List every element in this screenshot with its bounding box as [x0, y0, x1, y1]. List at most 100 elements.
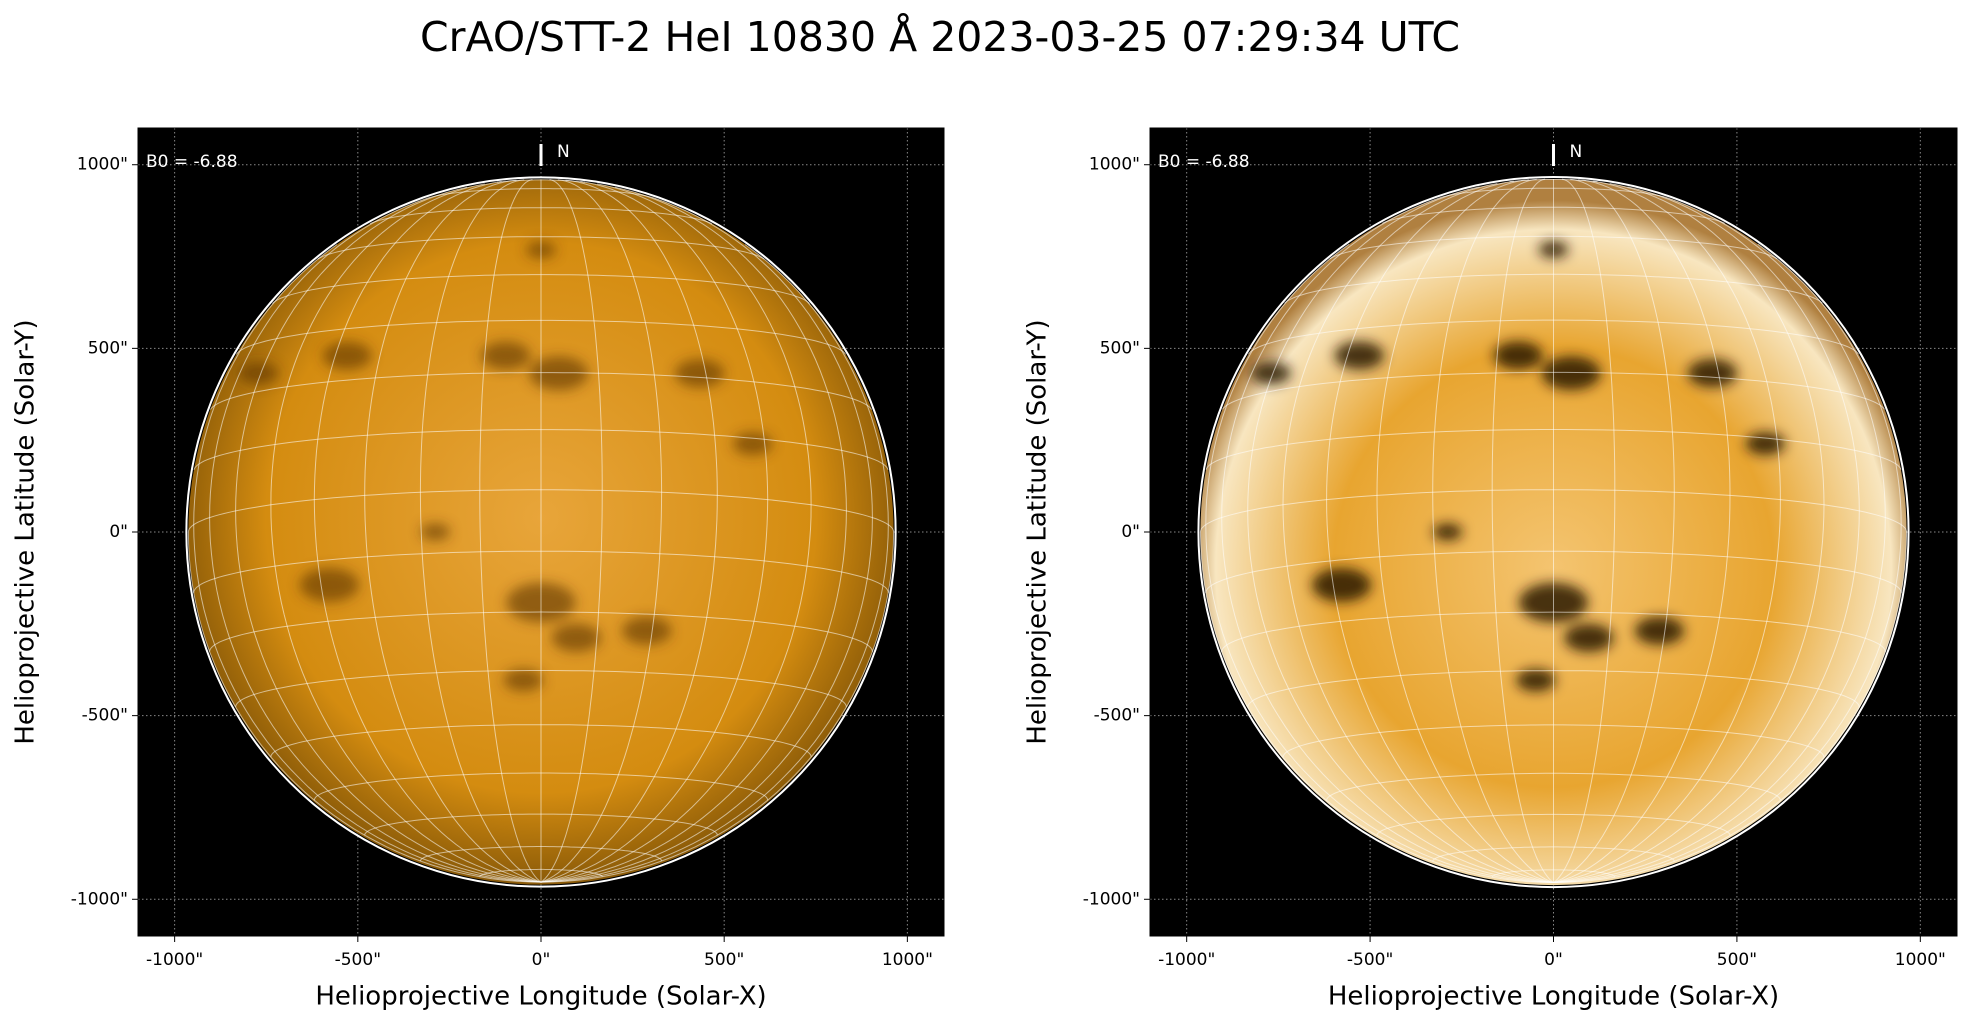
heliographic-grid: [1553, 178, 1675, 883]
b0-label: B0 = -6.88: [1158, 152, 1250, 172]
x-tick-label: -1000": [1158, 950, 1215, 970]
heliographic-grid: [1553, 180, 1781, 883]
heliographic-grid: [427, 188, 655, 199]
heliographic-grid: [1553, 186, 1860, 883]
dark-feature: [529, 356, 589, 391]
heliographic-grid: [1553, 178, 1616, 883]
dark-feature: [551, 623, 601, 652]
y-tick-label: 500": [1100, 338, 1140, 358]
heliographic-grid: [193, 429, 889, 471]
heliographic-grid: [364, 813, 718, 836]
limb: [185, 176, 897, 888]
heliographic-grid: [419, 179, 542, 883]
y-axis-label: Helioprojective Latitude (Solar-Y): [11, 319, 41, 744]
heliographic-grid: [1439, 187, 1668, 199]
heliographic-grid: [235, 670, 847, 708]
dark-feature: [1432, 523, 1463, 541]
heliographic-grid: [364, 179, 542, 883]
dark-feature: [1687, 358, 1738, 388]
y-tick-label: 1000": [1089, 155, 1140, 175]
heliographic-grid: [209, 611, 873, 652]
x-tick-label: -500": [1347, 950, 1393, 970]
y-tick-label: -500": [1094, 706, 1140, 726]
y-tick-label: 0": [1121, 522, 1140, 542]
features: [239, 241, 773, 692]
heliographic-grid: [1491, 869, 1616, 878]
heliographic-grid: [1248, 319, 1859, 355]
heliographic-grid: [1247, 186, 1554, 883]
dark-feature: [674, 359, 725, 388]
x-tick-label: -500": [335, 950, 381, 970]
y-tick-label: 1000": [77, 155, 128, 175]
x-axis-label: Helioprojective Longitude (Solar-X): [315, 982, 766, 1012]
panel: N B0 = -6.88 -1000" -500" 0" 500" 1000" -1000" -…: [1023, 127, 1958, 1012]
heliographic-grid: [540, 531, 895, 883]
heliographic-grid: [540, 181, 769, 883]
panel: N B0 = -6.88 -1000" -500" 0" 500" 1000" -1000" -…: [11, 127, 945, 1012]
dark-feature: [322, 341, 372, 370]
north-label: N: [557, 142, 570, 162]
heliographic-grid: [1432, 846, 1675, 862]
heliographic-grid: [1205, 550, 1902, 593]
x-tick-label: 500": [704, 950, 744, 970]
heliographic-grid: [1326, 180, 1554, 883]
heliographic-grid: [540, 179, 663, 883]
x-tick-label: 1000": [1895, 950, 1946, 970]
heliographic-grid: [313, 181, 542, 883]
y-axis-label: Helioprojective Latitude (Solar-Y): [1023, 319, 1053, 744]
x-tick-label: 500": [1717, 950, 1757, 970]
heliographic-grid: [317, 236, 765, 260]
dark-feature: [481, 341, 531, 370]
dark-feature: [1541, 356, 1601, 391]
dark-feature: [503, 668, 544, 692]
dark-feature: [299, 567, 360, 602]
limb: [1197, 175, 1910, 889]
heliographic-grid: [1491, 178, 1554, 883]
x-tick-label: -1000": [146, 950, 203, 970]
heliographic-grid: [419, 846, 663, 862]
heliographic-grid: [1432, 178, 1554, 883]
heliographic-grid: [540, 179, 718, 883]
heliographic-grid: [187, 531, 542, 883]
heliographic-grid: [1553, 179, 1731, 883]
heliographic-grid: [1376, 813, 1731, 836]
heliographic-grid: [313, 772, 769, 801]
figure-title: CrAO/STT-2 HeI 10830 Å 2023-03-25 07:29:…: [420, 13, 1460, 61]
heliographic-grid: [1199, 489, 1908, 533]
heliographic-grid: [540, 186, 847, 883]
x-tick-label: 0": [532, 950, 551, 970]
heliographic-grid: [1284, 273, 1823, 304]
heliographic-grid: [193, 550, 889, 593]
dark-feature: [1493, 341, 1543, 370]
heliographic-grid: [1381, 206, 1726, 224]
dark-feature: [1334, 341, 1385, 370]
heliographic-grid: [1282, 724, 1825, 758]
heliographic-grid: [235, 319, 847, 355]
heliographic-grid: [369, 207, 713, 225]
y-tick-label: 0": [109, 522, 128, 542]
heliographic-grid: [210, 372, 872, 410]
y-tick-label: 500": [88, 338, 128, 358]
b0-label: B0 = -6.88: [146, 152, 238, 172]
dark-feature: [1312, 568, 1372, 602]
heliographic-grid: [479, 868, 603, 877]
heliographic-grid: [1509, 179, 1598, 183]
heliographic-grid: [235, 186, 542, 883]
north-label: N: [1570, 142, 1583, 162]
heliographic-grid: [1553, 531, 1908, 883]
heliographic-grid: [496, 179, 586, 183]
x-tick-label: 0": [1544, 950, 1563, 970]
heliographic-grid: [1376, 179, 1554, 883]
heliographic-grid: [187, 489, 895, 533]
dark-feature: [1251, 361, 1291, 385]
dark-feature: [420, 523, 451, 541]
y-tick-label: -1000": [71, 889, 128, 909]
heliographic-grid: [1247, 670, 1860, 708]
y-tick-label: -500": [82, 706, 128, 726]
heliographic-grid: [272, 274, 810, 304]
x-axis-label: Helioprojective Longitude (Solar-X): [1328, 982, 1779, 1012]
heliographic-grid: [1329, 235, 1778, 260]
x-tick-label: 1000": [882, 950, 933, 970]
heliographic-grid: [1326, 772, 1781, 801]
